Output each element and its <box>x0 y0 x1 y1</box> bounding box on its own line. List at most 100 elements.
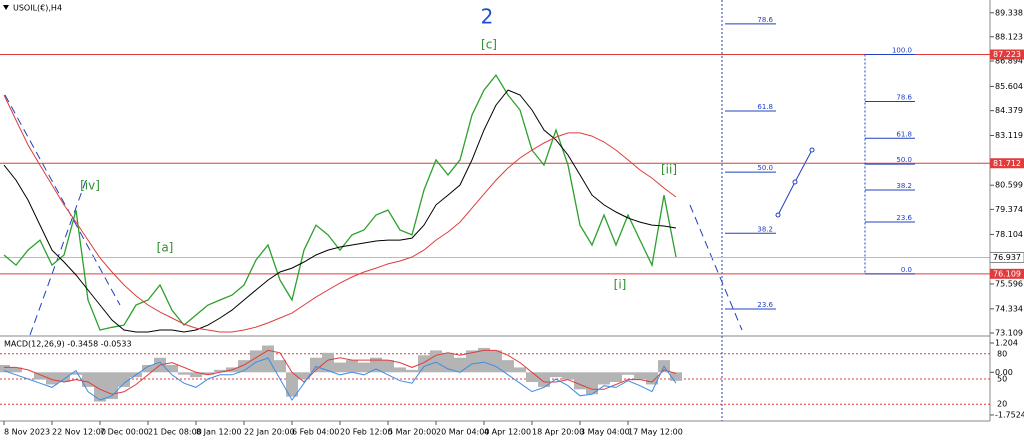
last-price-label: 76.937 <box>993 253 1021 262</box>
level-label: 81.712 <box>993 159 1021 168</box>
histogram-bar <box>574 372 586 390</box>
x-tick-label: 5 Mar 20:00 <box>388 428 436 437</box>
x-tick-label: 20 Feb 12:00 <box>340 428 392 437</box>
histogram-bar <box>394 367 406 373</box>
histogram-bar <box>466 350 478 373</box>
y-tick-label: 73.109 <box>995 329 1023 338</box>
histogram-bar <box>598 372 610 385</box>
histogram-bar <box>106 372 118 400</box>
histogram-bar <box>382 360 394 373</box>
histogram-bar <box>514 367 526 373</box>
wave-label: [ii] <box>661 163 677 177</box>
histogram-bar <box>502 360 514 373</box>
projection-point <box>792 179 798 185</box>
histogram-bar <box>430 350 442 373</box>
histogram-bar <box>358 362 370 373</box>
y-tick-label: 74.334 <box>995 304 1023 313</box>
fib-label: 38.2 <box>757 225 773 233</box>
histogram-bar <box>70 372 82 375</box>
histogram-bar <box>586 372 598 395</box>
histogram-bar <box>274 360 286 373</box>
y-tick-label: 0.00 <box>995 368 1013 377</box>
moving-average <box>3 94 677 333</box>
level-box <box>990 158 1024 169</box>
histogram-bar <box>190 372 202 378</box>
y2-tick-label: 20 <box>997 400 1007 409</box>
moving-average <box>3 89 677 333</box>
x-tick-label: 6 Feb 04:00 <box>292 428 339 437</box>
histogram-bar <box>166 365 178 373</box>
signal-line <box>4 349 677 395</box>
histogram-bar <box>178 372 190 375</box>
y2-tick-label: 50 <box>997 375 1007 384</box>
level-label: 87.223 <box>993 50 1021 59</box>
x-tick-label: 3 May 04:00 <box>580 428 630 437</box>
wave-label: [i] <box>614 278 627 292</box>
histogram-bar <box>34 372 46 380</box>
price-line <box>3 73 677 331</box>
histogram-bar <box>634 372 646 380</box>
fib-label: 78.6 <box>757 16 773 24</box>
fib-label: 38.2 <box>896 182 912 190</box>
histogram-bar <box>406 369 418 373</box>
fib-label: 100.0 <box>892 47 912 55</box>
histogram-bar <box>346 360 358 373</box>
y-tick-label: -1.7524 <box>995 410 1024 419</box>
fib-label: 61.8 <box>896 130 912 138</box>
chart-title: USOIL(€),H4 <box>13 4 62 13</box>
histogram-bar <box>610 372 622 383</box>
x-tick-label: 4 Apr 12:00 <box>484 428 531 437</box>
x-tick-label: 7 Dec 00:00 <box>100 428 149 437</box>
x-tick-label: 17 May 12:00 <box>628 428 683 437</box>
level-box <box>990 268 1024 279</box>
x-tick-label: 20 Mar 04:00 <box>436 428 489 437</box>
y-tick-label: 89.338 <box>995 8 1023 17</box>
x-tick-label: 8 Nov 2023 <box>4 428 50 437</box>
menu-arrow[interactable] <box>3 5 9 10</box>
oscillator-line <box>3 357 677 401</box>
histogram-bar <box>334 362 346 373</box>
histogram-bar <box>286 372 298 397</box>
level-label: 76.109 <box>993 269 1021 278</box>
histogram-bar <box>214 369 226 373</box>
histogram-bar <box>250 350 262 373</box>
y2-tick-label: 80 <box>997 349 1007 358</box>
x-tick-label: 21 Dec 08:00 <box>148 428 202 437</box>
histogram-bar <box>550 372 562 378</box>
y-tick-label: 79.374 <box>995 205 1023 214</box>
wave-label: [c] <box>481 38 497 52</box>
fib-label: 50.0 <box>757 164 773 172</box>
wave-label: 2 <box>481 5 494 29</box>
y-tick-label: 80.599 <box>995 181 1023 190</box>
histogram-bar <box>202 372 214 375</box>
histogram-bar <box>562 372 574 380</box>
wave-label: [iv] <box>80 179 100 193</box>
fib-label: 50.0 <box>896 156 912 164</box>
fib-label: 23.6 <box>757 301 773 309</box>
y-tick-label: 83.119 <box>995 131 1023 140</box>
y-tick-label: 88.123 <box>995 32 1023 41</box>
histogram-bar <box>370 357 382 373</box>
trend-line <box>4 94 121 306</box>
x-tick-label: 22 Jan 20:00 <box>244 428 295 437</box>
fib-label: 61.8 <box>757 103 773 111</box>
projection-point <box>775 212 781 218</box>
y-tick-label: 1.204 <box>995 338 1018 347</box>
histogram-bar <box>490 350 502 373</box>
last-price-box <box>989 251 1024 263</box>
projection-point <box>809 147 815 153</box>
histogram-bar <box>454 357 466 373</box>
y-tick-label: 78.104 <box>995 230 1023 239</box>
histogram-bar <box>622 372 634 375</box>
fib-label: 0.0 <box>901 266 912 274</box>
y-tick-label: 86.894 <box>995 57 1023 66</box>
histogram-bar <box>10 367 22 373</box>
histogram-bar <box>118 372 130 387</box>
histogram-bar <box>0 365 10 373</box>
projection-line <box>689 204 743 331</box>
x-tick-label: 22 Nov 12:00 <box>52 428 106 437</box>
level-box <box>990 49 1024 60</box>
histogram-bar <box>538 372 550 387</box>
